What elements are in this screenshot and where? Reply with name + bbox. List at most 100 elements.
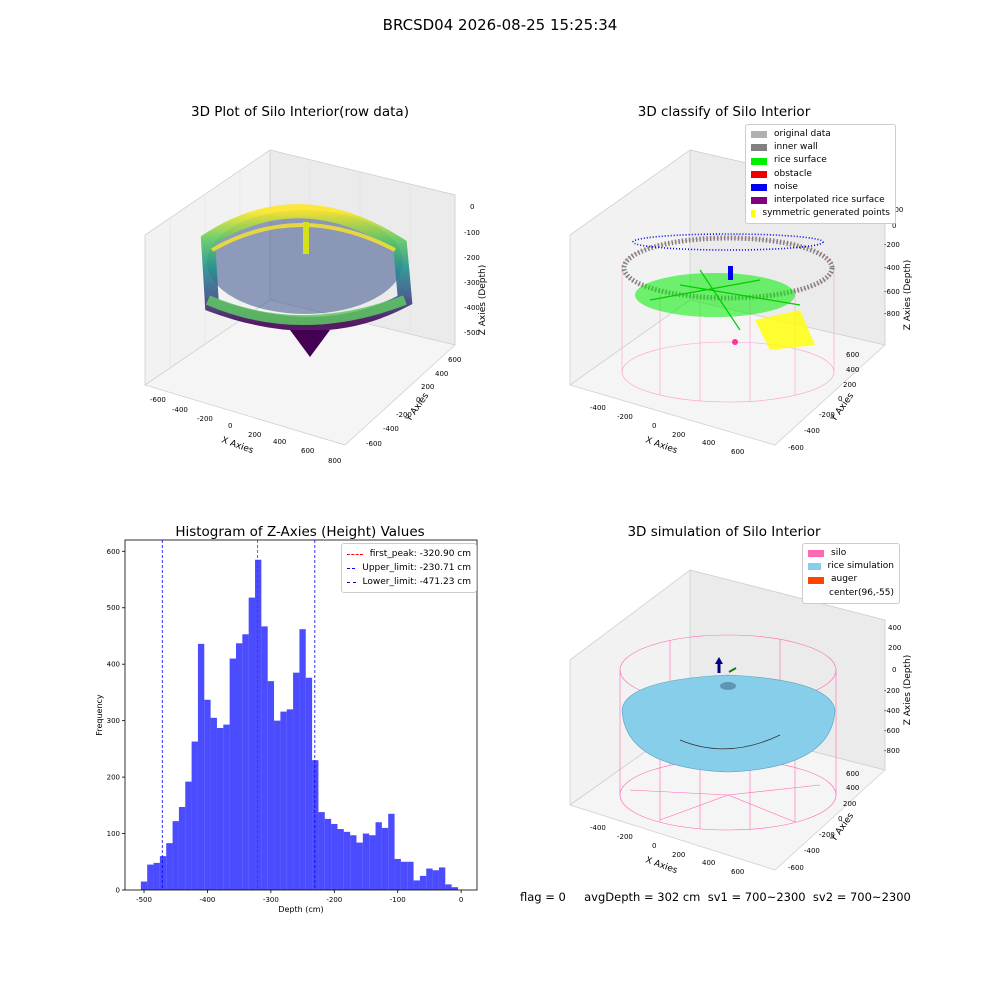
x-tick-label: 0 <box>459 896 463 904</box>
raw-ztick: -200 <box>464 254 480 262</box>
histogram-bar <box>242 634 249 890</box>
histogram-bar <box>216 727 224 890</box>
simulation-yticks: -600 -400 -200 0 200 400 600 <box>788 770 859 872</box>
y-axis-label: Frequency <box>95 694 104 736</box>
simulation-ytick: 200 <box>843 800 856 808</box>
legend-swatch <box>751 183 767 191</box>
histogram-bar <box>445 884 452 890</box>
histogram-bar <box>172 821 179 890</box>
legend-label: obstacle <box>774 168 812 179</box>
classify-panel-title: 3D classify of Silo Interior <box>637 104 811 120</box>
classify-ytick: 200 <box>843 381 856 389</box>
classify-3d-plot: X Axies Y Axies Z Axies (Depth) -400 -20… <box>569 149 913 456</box>
simulation-legend: silo rice simulation auger center(96,-55… <box>802 543 900 604</box>
histogram-bar <box>191 741 198 890</box>
legend-label: auger <box>831 574 858 585</box>
histogram-bar <box>255 559 262 890</box>
histogram-bar <box>280 711 287 890</box>
simulation-xtick: 200 <box>672 851 685 859</box>
raw-ztick: -100 <box>464 229 480 237</box>
legend-label: silo <box>831 548 847 558</box>
histogram-bar <box>432 870 439 890</box>
legend-label: inner wall <box>774 142 818 153</box>
raw-ztick: -400 <box>464 304 480 312</box>
classify-ztick: -800 <box>884 310 900 318</box>
simulation-ytick: -400 <box>804 847 820 855</box>
classify-ytick: 600 <box>846 351 859 359</box>
legend-label: interpolated rice surface <box>774 195 885 206</box>
raw-ytick: 200 <box>421 383 434 391</box>
histogram-bar <box>286 709 294 890</box>
raw-ztick: -300 <box>464 279 480 287</box>
simulation-xtick: -400 <box>590 824 606 832</box>
legend-line <box>347 567 356 569</box>
raw-3d-plot: X Axies Y Axies Z Axies (Depth) -600 -40… <box>144 149 488 465</box>
legend-swatch <box>808 576 824 584</box>
figure-title: BRCSD04 2026-08-25 15:25:34 <box>382 16 618 34</box>
histogram-bar <box>197 643 205 890</box>
histogram-bar <box>204 699 211 890</box>
simulation-ztick: 400 <box>888 624 901 632</box>
histogram-bar <box>261 626 268 890</box>
simulation-ztick: -200 <box>884 687 900 695</box>
raw-xticks: -600 -400 -200 0 200 400 600 800 <box>150 396 341 465</box>
legend-swatch <box>808 589 822 597</box>
simulation-ytick: -200 <box>819 831 835 839</box>
legend-item: silo <box>808 547 894 560</box>
y-tick-label: 200 <box>107 774 120 782</box>
histogram-bar <box>381 827 389 890</box>
histogram-bar <box>312 760 319 890</box>
histogram-bar <box>140 881 148 890</box>
classify-ytick: -400 <box>804 427 820 435</box>
classify-yticks: -600 -400 -200 0 200 400 600 <box>788 351 859 452</box>
histogram-bar <box>369 835 376 890</box>
simulation-ytick: 600 <box>846 770 859 778</box>
classify-xtick: 200 <box>672 431 685 439</box>
simulation-zlabel: Z Axies (Depth) <box>903 655 913 726</box>
classify-ytick: -600 <box>788 444 804 452</box>
histogram-bar <box>166 843 173 890</box>
simulation-ztick: -800 <box>884 747 900 755</box>
legend-label: center(96,-55) <box>829 587 894 598</box>
legend-item: rice surface <box>751 154 890 167</box>
histogram-bar <box>451 887 458 890</box>
legend-item: interpolated rice surface <box>751 194 890 207</box>
simulation-zticks: 400 200 0 -200 -400 -600 -800 <box>884 624 901 755</box>
histogram-bar <box>407 861 414 890</box>
x-tick-label: -400 <box>200 896 216 904</box>
legend-swatch <box>751 131 767 139</box>
raw-ytick: -200 <box>396 411 412 419</box>
legend-item: rice simulation <box>808 560 894 573</box>
histogram-bar <box>413 880 420 890</box>
simulation-xtick: 400 <box>702 859 715 867</box>
classify-xtick: -400 <box>590 404 606 412</box>
simulation-ytick: -600 <box>788 864 804 872</box>
histogram-bar <box>248 597 256 890</box>
simulation-xtick: -200 <box>617 833 633 841</box>
simulation-xticks: -400 -200 0 200 400 600 <box>590 824 744 876</box>
histogram-bar <box>388 813 395 890</box>
histogram-bar <box>235 643 243 890</box>
histogram-bar <box>267 681 275 890</box>
legend-item: Upper_limit: -230.71 cm <box>347 561 471 575</box>
raw-point-cloud <box>200 204 413 357</box>
raw-ytick: 400 <box>435 370 448 378</box>
histogram-bar <box>153 862 160 890</box>
legend-line <box>347 581 356 583</box>
raw-xtick: 0 <box>228 422 232 430</box>
classify-ytick: 400 <box>846 366 859 374</box>
legend-label: Lower_limit: -471.23 cm <box>362 577 471 587</box>
simulation-rice-surface <box>621 674 836 773</box>
raw-zlabel: Z Axies (Depth) <box>478 265 488 336</box>
classify-ztick: -400 <box>884 264 900 272</box>
histogram-chart: -500 -400 -300 -200 -100 0 0 100 200 300 400 500 600… <box>95 539 478 914</box>
classify-xticks: -400 -200 0 200 400 600 <box>590 404 744 456</box>
legend-item: original data <box>751 128 890 141</box>
simulation-ztick: -600 <box>884 727 900 735</box>
y-tick-label: 600 <box>107 548 120 556</box>
simulation-ztick: -400 <box>884 707 900 715</box>
legend-item: center(96,-55) <box>808 587 894 600</box>
raw-ytick: 600 <box>448 356 461 364</box>
histogram-bar <box>293 672 300 890</box>
raw-zticks: 0 -100 -200 -300 -400 -500 <box>464 203 480 337</box>
